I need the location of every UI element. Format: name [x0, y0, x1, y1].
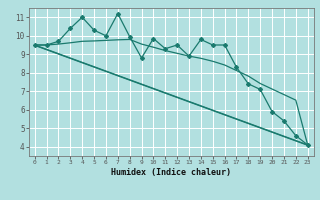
X-axis label: Humidex (Indice chaleur): Humidex (Indice chaleur): [111, 168, 231, 177]
